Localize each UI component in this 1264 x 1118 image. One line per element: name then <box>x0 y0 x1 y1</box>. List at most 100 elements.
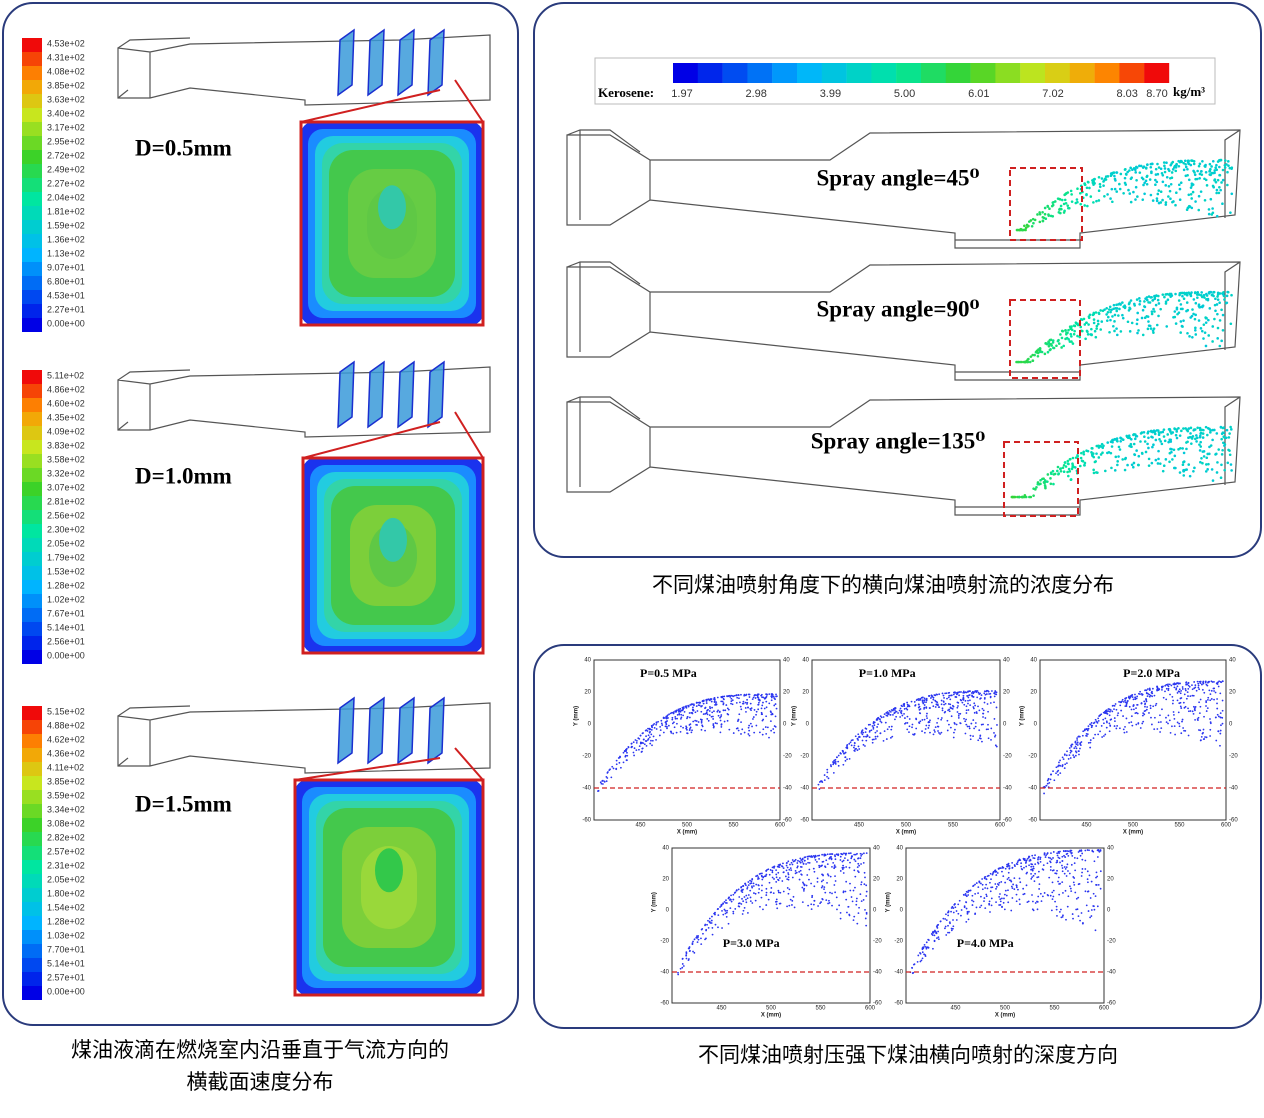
kerosene-particle <box>1130 463 1134 467</box>
kerosene-particle <box>1094 471 1098 474</box>
droplet <box>705 929 707 932</box>
droplet <box>983 692 986 695</box>
kerosene-particle <box>1076 200 1079 204</box>
droplet <box>751 902 754 904</box>
droplet <box>1219 744 1221 747</box>
droplet <box>1012 883 1015 886</box>
droplet <box>1049 865 1052 868</box>
droplet <box>943 697 945 699</box>
droplet <box>1207 681 1209 684</box>
droplet <box>1186 691 1189 694</box>
kerosene-particle <box>1198 449 1202 452</box>
kerosene-particle <box>1132 461 1136 465</box>
droplet <box>1105 726 1108 729</box>
droplet <box>1064 763 1067 766</box>
droplet <box>1004 867 1007 870</box>
droplet <box>844 853 847 856</box>
droplet <box>977 892 979 895</box>
kerosene-particle <box>1147 320 1150 323</box>
kerosene-particle <box>1157 189 1161 192</box>
y-axis-label: Y (mm) <box>886 892 892 912</box>
droplet <box>718 711 721 713</box>
droplet <box>1131 696 1134 698</box>
droplet <box>1216 698 1218 700</box>
droplet <box>1217 730 1220 733</box>
kerosene-particle <box>1174 203 1177 207</box>
droplet <box>946 729 949 732</box>
kerosene-particle <box>1182 319 1185 322</box>
droplet <box>1058 852 1060 855</box>
kerosene-particle <box>1165 161 1168 165</box>
droplet <box>833 761 836 764</box>
droplet <box>905 707 908 710</box>
section-plane <box>427 360 445 429</box>
kerosene-particle <box>1028 360 1032 364</box>
droplet <box>1031 876 1034 879</box>
droplet <box>610 776 613 779</box>
kerosene-particle <box>1092 312 1096 316</box>
droplet <box>1039 860 1042 863</box>
droplet <box>755 710 758 713</box>
droplet <box>1135 711 1138 714</box>
droplet <box>1026 901 1029 904</box>
y-tick-label: 20 <box>1229 690 1236 696</box>
droplet <box>666 715 668 718</box>
droplet <box>677 708 680 711</box>
kerosene-particle <box>1102 184 1105 187</box>
kerosene-particle <box>1041 211 1044 214</box>
kerosene-particle <box>1047 340 1050 343</box>
droplet <box>971 899 973 902</box>
droplet <box>1209 699 1212 702</box>
droplet <box>619 766 622 769</box>
droplet <box>672 712 675 715</box>
kerosene-particle <box>1149 165 1153 169</box>
droplet <box>732 898 735 901</box>
droplet <box>977 886 980 889</box>
kerosene-particle <box>1187 436 1190 439</box>
droplet <box>1161 689 1163 691</box>
droplet <box>834 891 837 894</box>
droplet <box>712 726 715 729</box>
droplet <box>903 708 906 710</box>
kerosene-particle <box>1098 185 1102 189</box>
kerosene-particle <box>1051 469 1055 473</box>
kerosene-particle <box>1041 219 1045 223</box>
droplet <box>1086 849 1089 851</box>
kerosene-particle <box>1062 202 1066 206</box>
droplet <box>795 871 798 874</box>
droplet <box>921 696 924 699</box>
droplet <box>786 905 788 908</box>
droplet <box>828 901 831 904</box>
kerosene-particle <box>1135 166 1139 169</box>
kerosene-particle <box>1087 316 1091 320</box>
kerosene-particle <box>1151 298 1155 302</box>
droplet <box>701 724 704 727</box>
droplet <box>1067 854 1070 857</box>
droplet <box>801 859 803 861</box>
droplet <box>644 740 647 742</box>
x-tick-label: 600 <box>1099 1006 1110 1012</box>
droplet <box>1089 916 1092 919</box>
droplet <box>1171 702 1174 705</box>
kerosene-particle <box>1174 169 1178 173</box>
droplet <box>727 708 730 711</box>
droplet <box>968 694 971 696</box>
kerosene-particle <box>1208 445 1211 449</box>
droplet <box>914 704 917 706</box>
droplet <box>1079 744 1082 747</box>
x-tick-label: 600 <box>865 1006 876 1012</box>
droplet <box>689 723 692 726</box>
kerosene-particle <box>1064 337 1067 341</box>
kerosene-particle <box>1056 465 1060 469</box>
kerosene-particle <box>1168 438 1171 442</box>
colorbar-swatch <box>22 986 42 1000</box>
droplet <box>879 715 882 718</box>
droplet <box>1053 779 1056 782</box>
droplet <box>1013 877 1016 880</box>
droplet <box>1106 713 1109 715</box>
kerosene-particle <box>1072 324 1076 327</box>
droplet <box>851 855 853 857</box>
droplet <box>791 899 794 902</box>
droplet <box>730 694 732 697</box>
droplet <box>827 777 830 780</box>
